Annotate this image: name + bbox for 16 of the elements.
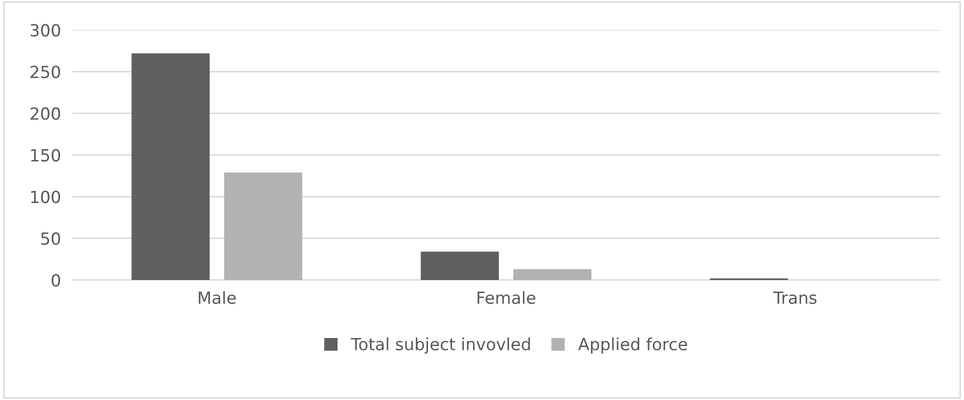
x-tick-label: Trans (773, 292, 817, 304)
x-tick-label: Female (478, 291, 536, 304)
legend-label: Total subject invovled (350, 338, 530, 354)
bar (513, 269, 592, 280)
y-tick-label: 0 (52, 274, 60, 287)
x-tick-label: Male (198, 291, 236, 304)
bar (224, 172, 302, 280)
y-tick-label: 150 (31, 148, 60, 162)
legend-label: Applied force (578, 338, 688, 354)
y-tick-label: 200 (30, 107, 60, 120)
y-tick-label: 250 (30, 66, 60, 78)
y-tick-label: 300 (30, 24, 60, 37)
bar (420, 252, 499, 280)
bar (132, 53, 210, 280)
y-tick-label: 100 (31, 190, 60, 204)
y-tick-label: 50 (41, 232, 60, 245)
